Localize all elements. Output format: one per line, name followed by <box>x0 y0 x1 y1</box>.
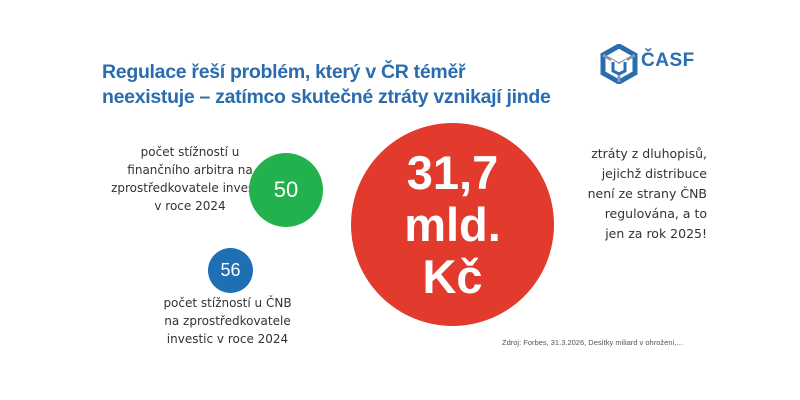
arbiter-description-line: zprostředkovatele investic <box>111 181 269 195</box>
cnb-count-circle: 56 <box>208 248 253 293</box>
cnb-count-value: 56 <box>220 260 241 280</box>
headline: Regulace řeší problém, který v ČR téměř … <box>102 60 551 110</box>
headline-line-2: neexistuje – zatímco skutečné ztráty vzn… <box>102 86 551 108</box>
arbiter-description-line: počet stížností u <box>140 145 240 159</box>
cnb-description-line: počet stížností u ČNB <box>163 296 292 310</box>
headline-line-1: Regulace řeší problém, který v ČR téměř <box>102 61 466 83</box>
arbiter-count-circle: 50 <box>249 153 323 227</box>
cnb-description: počet stížností u ČNB na zprostředkovate… <box>135 294 320 348</box>
bond-losses-value-line: 31,7 <box>406 145 499 199</box>
bond-losses-description: ztráty z dluhopisů, jejichž distribuce n… <box>557 144 707 244</box>
bond-losses-circle: 31,7 mld. Kč <box>351 123 554 326</box>
arbiter-description-line: finančního arbitra na <box>127 163 253 177</box>
source-note: Zdroj: Forbes, 31.3.2026, Desítky miliar… <box>502 338 683 347</box>
logo-text: ČASF <box>641 50 695 71</box>
cnb-description-line: na zprostředkovatele <box>164 314 291 328</box>
bond-losses-value-line: Kč <box>422 249 483 303</box>
arbiter-count-value: 50 <box>273 177 299 202</box>
arbiter-description: počet stížností u finančního arbitra na … <box>100 143 280 215</box>
bond-losses-description-line: jen za rok 2025! <box>605 226 707 241</box>
hexagon-logo-icon <box>600 44 638 84</box>
bond-losses-description-line: není ze strany ČNB <box>587 186 707 201</box>
bond-losses-description-line: ztráty z dluhopisů, <box>591 146 707 161</box>
cnb-description-line: investic v roce 2024 <box>166 332 289 346</box>
bond-losses-value-line: mld. <box>404 197 501 251</box>
arbiter-description-line: v roce 2024 <box>154 199 226 213</box>
casf-logo: ČASF <box>599 44 709 84</box>
bond-losses-description-line: jejichž distribuce <box>601 166 707 181</box>
bond-losses-description-line: regulována, a to <box>604 206 707 221</box>
